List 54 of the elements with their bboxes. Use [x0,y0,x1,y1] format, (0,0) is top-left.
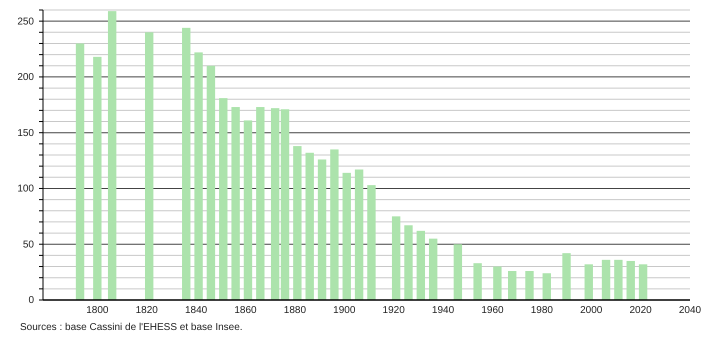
bar [354,170,364,300]
x-tick-label: 1860 [234,305,258,316]
bar [244,120,252,300]
y-tick-label: 200 [17,72,34,84]
bar [493,266,502,300]
bar [542,273,551,300]
x-tick-label: 2000 [580,305,603,316]
x-tick-label: 1940 [432,305,455,316]
bar [231,107,240,300]
y-tick-label: 150 [17,128,34,139]
bar [330,149,339,300]
bar [638,264,648,300]
bar [584,264,593,300]
bar [392,216,400,300]
bar [318,159,326,300]
bar [194,52,203,300]
bar [76,43,84,300]
bar [602,260,610,300]
bar [144,32,154,300]
bar [562,253,571,300]
y-tick-label: 250 [17,16,34,28]
bar [473,263,482,300]
x-tick-label: 2040 [678,305,702,316]
x-tick-label: 2020 [629,305,652,316]
y-tick-label: 0 [28,295,34,306]
source-note: Sources : base Cassini de l'EHESS et base Insee. [20,322,243,333]
bar [367,185,376,300]
bar [508,271,516,300]
y-tick-label: 100 [17,184,34,195]
bar [182,28,190,300]
x-tick-label: 1980 [530,305,554,316]
x-tick-label: 1900 [333,305,356,316]
x-tick-label: 1880 [284,305,306,316]
bar [342,172,351,300]
bar [428,238,438,300]
x-tick-label: 1800 [86,305,109,316]
bar [525,271,534,300]
bar [93,56,102,300]
bar [219,98,228,300]
bar [626,260,635,300]
bar [404,225,413,300]
bar [256,107,265,300]
bar [614,260,623,300]
x-tick-label: 1960 [481,305,504,316]
y-tick-label: 50 [22,239,34,250]
bar [108,11,116,300]
x-tick-label: 1920 [382,305,406,316]
bar [293,146,302,300]
bar [454,244,462,300]
bar [416,230,426,300]
x-tick-label: 1840 [184,305,208,316]
bar [306,152,314,300]
bar [206,66,216,300]
x-tick-label: 1820 [136,305,158,316]
